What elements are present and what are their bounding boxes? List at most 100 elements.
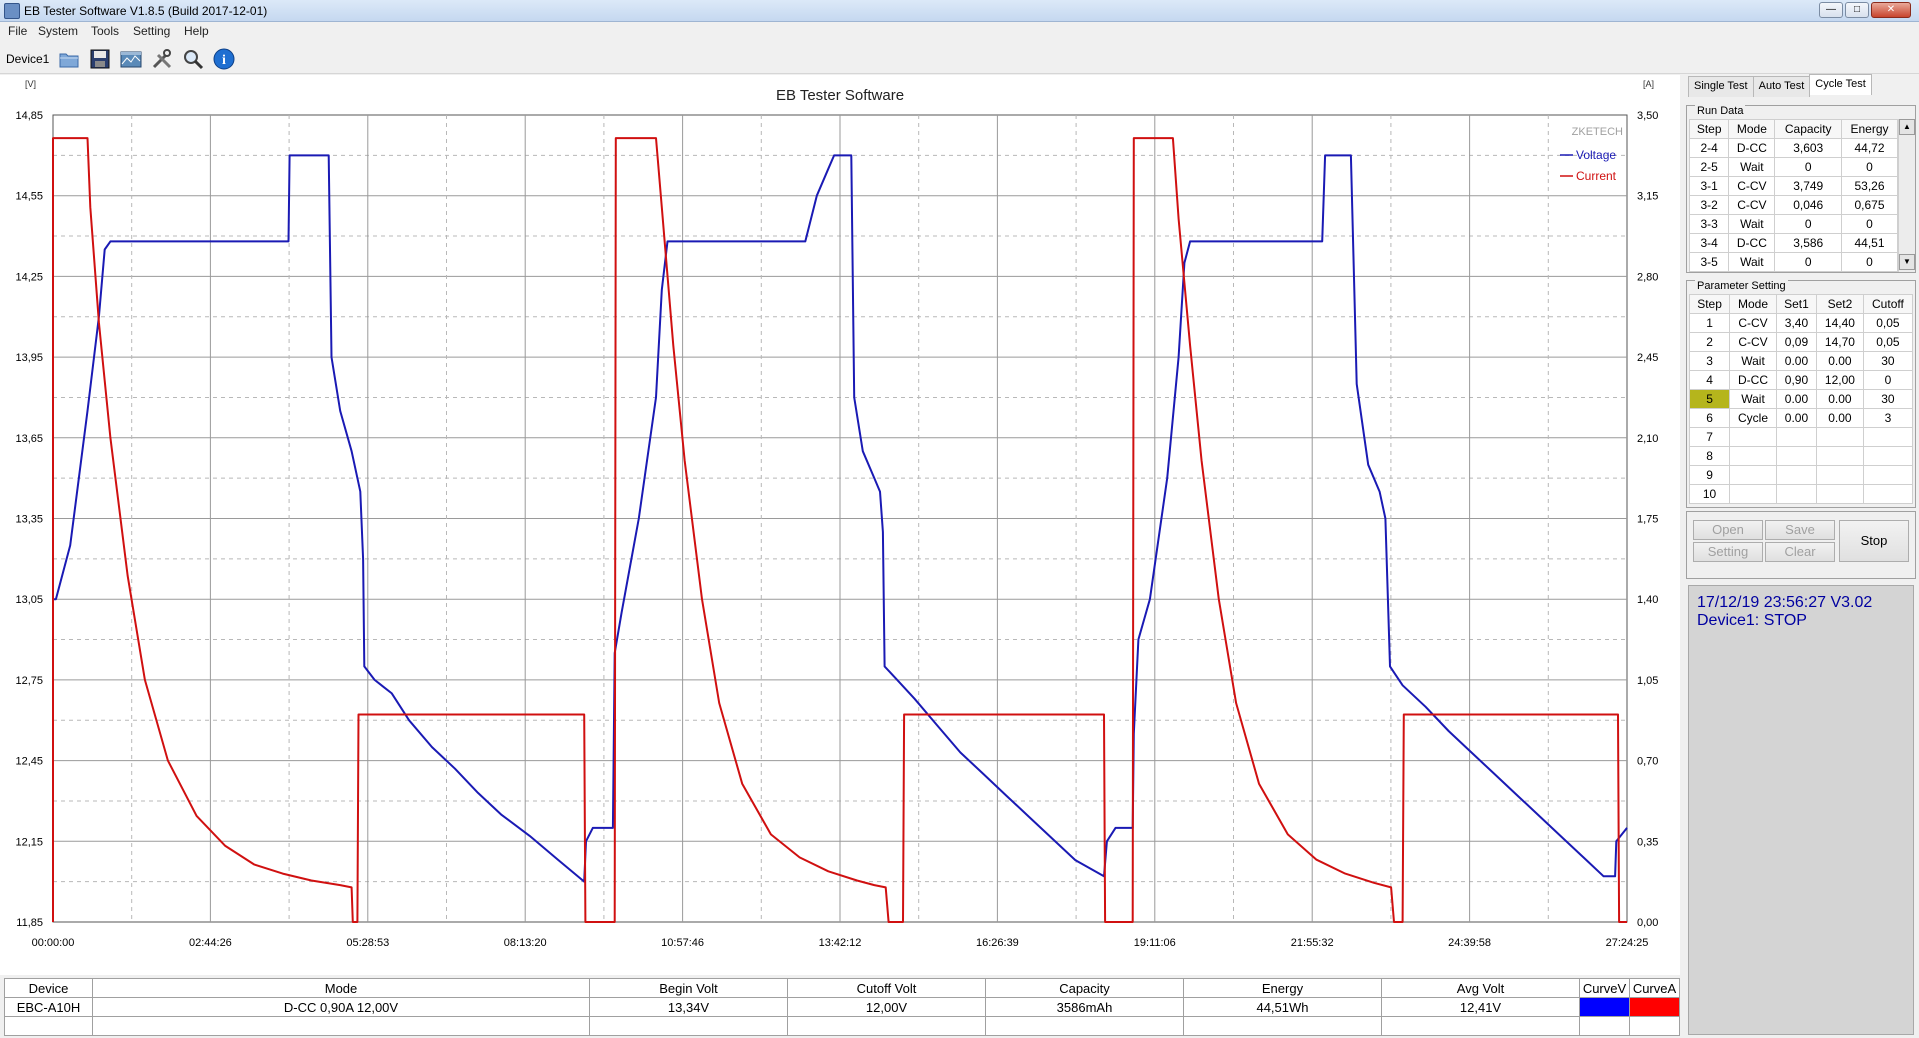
- save-icon[interactable]: [89, 48, 111, 70]
- run-data-row[interactable]: 3-4 D-CC 3,586 44,51: [1688, 233, 1898, 253]
- close-button[interactable]: ✕: [1871, 2, 1911, 18]
- chart-image-icon[interactable]: [120, 48, 142, 70]
- param-cell: 0: [1862, 370, 1914, 390]
- run-data-scrollbar[interactable]: ▲ ▼: [1898, 119, 1915, 272]
- save-button[interactable]: Save: [1765, 520, 1835, 540]
- param-header-mode: Mode: [1729, 294, 1777, 314]
- begin-volt-header: Begin Volt: [589, 978, 788, 998]
- run-data-row[interactable]: 3-1 C-CV 3,749 53,26: [1688, 176, 1898, 196]
- param-cell: 7: [1688, 427, 1731, 447]
- open-folder-icon[interactable]: [58, 48, 80, 70]
- param-cell: Cycle: [1729, 408, 1777, 428]
- tools-icon[interactable]: [151, 48, 173, 70]
- run-data-header-capacity: Capacity: [1774, 119, 1843, 139]
- avg-volt-value: 12,41V: [1381, 997, 1580, 1017]
- app-icon: [4, 3, 20, 19]
- param-cell: 0.00: [1816, 389, 1864, 409]
- x-tick-label: 05:28:53: [346, 937, 389, 949]
- param-row[interactable]: 3 Wait 0.00 0.00 30: [1688, 351, 1914, 371]
- legend-label: Voltage: [1576, 148, 1616, 162]
- run-data-row[interactable]: 2-5 Wait 0 0: [1688, 157, 1898, 177]
- run-data-row[interactable]: 3-2 C-CV 0,046 0,675: [1688, 195, 1898, 215]
- status-display: 17/12/19 23:56:27 V3.02 Device1: STOP: [1688, 585, 1914, 1035]
- param-row[interactable]: 6 Cycle 0.00 0.00 3: [1688, 408, 1914, 428]
- y-right-tick-label: 0,35: [1637, 836, 1658, 848]
- minimize-button[interactable]: —: [1819, 2, 1843, 18]
- x-tick-label: 21:55:32: [1291, 937, 1334, 949]
- parameter-table[interactable]: Step Mode Set1 Set2 Cutoff 1 C-CV 3,40 14,40 0,0…: [1688, 294, 1914, 504]
- run-data-table: Step Mode Capacity Energy 2-4 D-CC 3,603 44,72…: [1688, 119, 1898, 272]
- setting-button[interactable]: Setting: [1693, 542, 1763, 562]
- menu-file[interactable]: File: [8, 24, 28, 38]
- param-cell: 2: [1688, 332, 1731, 352]
- stop-button[interactable]: Stop: [1839, 520, 1909, 562]
- param-cell: [1775, 446, 1818, 466]
- curve-a-header: CurveA: [1629, 978, 1680, 998]
- param-header-set1: Set1: [1775, 294, 1818, 314]
- param-cell: 0.00: [1816, 408, 1864, 428]
- test-info-panel: Device Mode Begin Volt Cutoff Volt Capac…: [4, 978, 1680, 1036]
- device-selector[interactable]: Device1: [6, 52, 50, 66]
- param-cell: 1: [1688, 313, 1731, 333]
- run-data-row[interactable]: 3-5 Wait 0 0: [1688, 252, 1898, 272]
- menu-help[interactable]: Help: [184, 24, 209, 38]
- run-data-cell: C-CV: [1728, 195, 1776, 215]
- tab-single-test[interactable]: Single Test: [1688, 76, 1754, 97]
- param-header-step: Step: [1688, 294, 1731, 314]
- run-data-cell: 0,675: [1841, 195, 1898, 215]
- y-right-tick-label: 2,80: [1637, 271, 1658, 283]
- run-data-row[interactable]: 2-4 D-CC 3,603 44,72: [1688, 138, 1898, 158]
- param-cell: Wait: [1729, 389, 1777, 409]
- curve-a-color-swatch[interactable]: [1629, 997, 1680, 1017]
- param-row[interactable]: 8: [1688, 446, 1914, 466]
- param-cell: D-CC: [1729, 370, 1777, 390]
- y-left-tick-label: 14,85: [15, 110, 43, 122]
- menu-setting[interactable]: Setting: [133, 24, 171, 38]
- param-row[interactable]: 5 Wait 0.00 0.00 30: [1688, 389, 1914, 409]
- param-row[interactable]: 1 C-CV 3,40 14,40 0,05: [1688, 313, 1914, 333]
- run-data-cell: 0: [1841, 252, 1898, 272]
- run-data-row[interactable]: 3-3 Wait 0 0: [1688, 214, 1898, 234]
- y-left-tick-label: 14,25: [15, 271, 43, 283]
- scroll-down-arrow-icon[interactable]: ▼: [1899, 254, 1915, 270]
- param-cell: [1816, 446, 1864, 466]
- param-cell: 30: [1862, 389, 1914, 409]
- run-data-cell: Wait: [1728, 252, 1776, 272]
- scroll-up-arrow-icon[interactable]: ▲: [1899, 119, 1915, 135]
- open-button[interactable]: Open: [1693, 520, 1763, 540]
- run-data-cell: 3-2: [1688, 195, 1730, 215]
- clear-button[interactable]: Clear: [1765, 542, 1835, 562]
- param-row[interactable]: 7: [1688, 427, 1914, 447]
- x-tick-label: 19:11:06: [1134, 937, 1176, 949]
- maximize-button[interactable]: □: [1845, 2, 1869, 18]
- curve-v-color-swatch[interactable]: [1579, 997, 1630, 1017]
- run-data-header-energy: Energy: [1841, 119, 1898, 139]
- parameter-setting-group: Parameter Setting Step Mode Set1 Set2 Cutoff…: [1686, 280, 1916, 508]
- search-icon[interactable]: [182, 48, 204, 70]
- param-cell: 12,00: [1816, 370, 1864, 390]
- run-data-cell: 0: [1774, 214, 1843, 234]
- param-row[interactable]: 9: [1688, 465, 1914, 485]
- menu-system[interactable]: System: [38, 24, 79, 38]
- tab-cycle-test[interactable]: Cycle Test: [1809, 74, 1872, 95]
- run-data-cell: 44,72: [1841, 138, 1898, 158]
- param-cell: [1775, 427, 1818, 447]
- chart-panel: 14,85 3,50 14,55 3,15 14,25 2,80 13,95 2,45 13,6…: [0, 75, 1680, 975]
- y-right-tick-label: 0,00: [1637, 917, 1658, 929]
- run-data-cell: 0: [1841, 157, 1898, 177]
- empty-cell: [1629, 1016, 1680, 1036]
- y-left-tick-label: 13,65: [15, 433, 43, 445]
- param-row[interactable]: 4 D-CC 0,90 12,00 0: [1688, 370, 1914, 390]
- run-data-title: Run Data: [1695, 105, 1746, 117]
- energy-header: Energy: [1183, 978, 1382, 998]
- param-row[interactable]: 2 C-CV 0,09 14,70 0,05: [1688, 332, 1914, 352]
- param-row[interactable]: 10: [1688, 484, 1914, 504]
- run-data-cell: 53,26: [1841, 176, 1898, 196]
- menu-tools[interactable]: Tools: [91, 24, 120, 38]
- capacity-value: 3586mAh: [985, 997, 1184, 1017]
- run-data-cell: 0: [1774, 157, 1843, 177]
- param-cell: [1729, 484, 1777, 504]
- info-icon[interactable]: i: [213, 48, 235, 70]
- tab-auto-test[interactable]: Auto Test: [1752, 76, 1811, 97]
- energy-value: 44,51Wh: [1183, 997, 1382, 1017]
